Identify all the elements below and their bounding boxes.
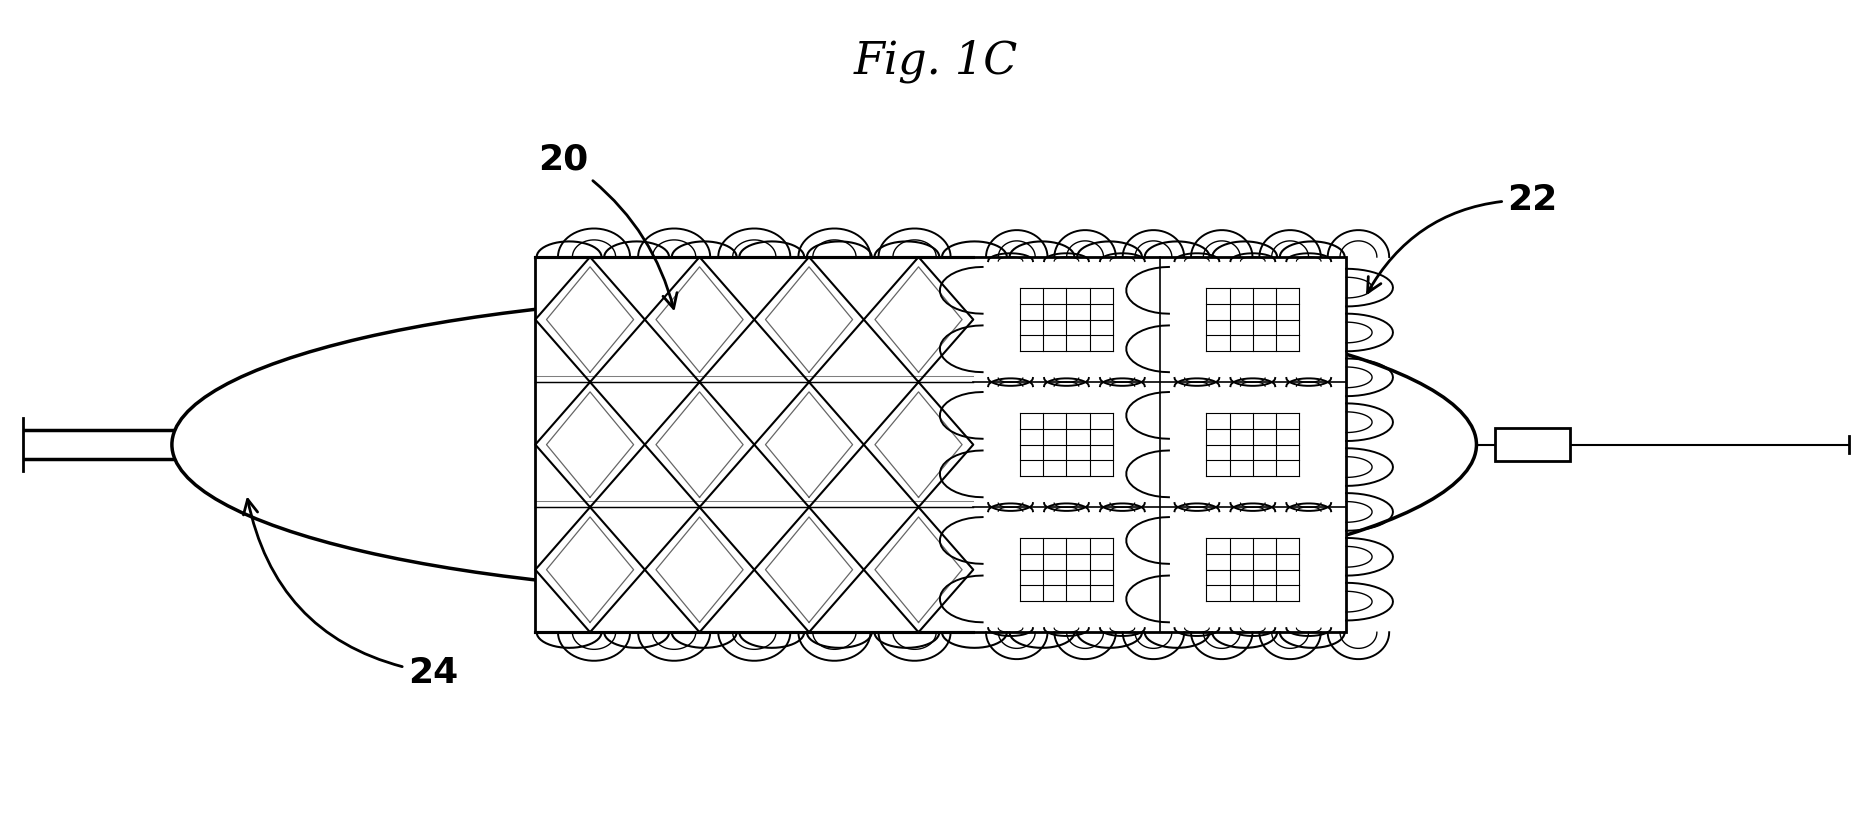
Bar [535, 257, 1346, 632]
Text: 20: 20 [537, 143, 678, 308]
Bar [535, 257, 1346, 632]
Text: 22: 22 [1368, 183, 1558, 293]
Text: Fig. 1C: Fig. 1C [854, 40, 1018, 83]
FancyBboxPatch shape [1496, 428, 1569, 461]
Text: 24: 24 [243, 499, 459, 690]
Ellipse shape [172, 293, 1477, 596]
